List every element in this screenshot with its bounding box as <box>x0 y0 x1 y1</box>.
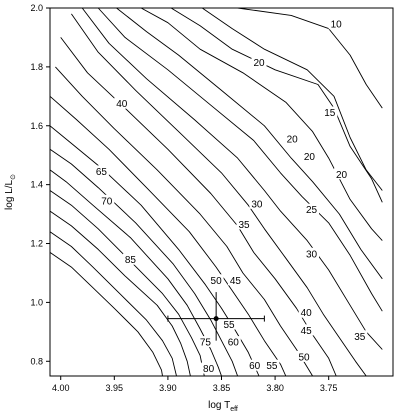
contour-label: 45 <box>301 326 313 337</box>
contour-label-bg <box>304 247 319 259</box>
contour-label: 20 <box>336 170 348 181</box>
contour-label: 80 <box>203 364 215 375</box>
contour-label: 40 <box>301 308 313 319</box>
contour-line-10 <box>55 66 313 377</box>
contour-label-bg <box>334 168 349 180</box>
contour-label: 10 <box>331 20 343 31</box>
x-axis-title: log Teff <box>208 400 238 413</box>
x-tick-label: 3.80 <box>266 383 284 393</box>
contour-label: 70 <box>101 196 113 207</box>
contour-label: 30 <box>306 249 318 260</box>
contour-label: 20 <box>253 58 265 69</box>
contour-line-2 <box>201 7 383 191</box>
x-axis-ticks: 4.00 3.95 3.90 3.85 3.80 3.75 <box>52 376 338 393</box>
contour-label-bg <box>301 150 317 162</box>
y-axis-ticks: 0.8 1.0 1.2 1.4 1.6 1.8 2.0 <box>30 3 50 366</box>
contour-label-bg <box>225 336 241 348</box>
contour-line-7 <box>81 7 383 350</box>
contour-line-1 <box>237 7 383 109</box>
contour-label-bg <box>251 56 267 68</box>
y-tick-label: 1.6 <box>30 121 43 131</box>
contour-line-14 <box>49 169 222 377</box>
contour-label: 35 <box>354 332 366 343</box>
contour-label: 55 <box>223 320 235 331</box>
y-tick-label: 0.8 <box>30 356 43 366</box>
contour-label-bg <box>264 359 280 371</box>
x-tick-label: 3.75 <box>320 383 338 393</box>
contour-label: 25 <box>306 205 318 216</box>
x-tick-label: 4.00 <box>52 383 70 393</box>
x-tick-label: 3.95 <box>106 383 124 393</box>
contour-label-bg <box>296 350 312 362</box>
contour-label-bg <box>328 18 344 30</box>
contour-line-18 <box>49 252 163 377</box>
y-tick-label: 1.0 <box>30 297 43 307</box>
contour-label: 50 <box>298 352 310 363</box>
contour-label: 35 <box>238 220 250 231</box>
contour-label: 65 <box>96 167 108 178</box>
contour-label-bg <box>352 330 368 342</box>
y-tick-label: 2.0 <box>30 3 43 13</box>
contour-label-bg <box>93 165 109 177</box>
contour-line-8 <box>71 13 367 377</box>
contour-label-bg <box>221 318 237 330</box>
contour-label-bg <box>201 362 217 374</box>
contour-label: 20 <box>304 152 316 163</box>
contour-label-bg <box>322 106 338 118</box>
contour-label-bg <box>249 197 265 209</box>
contour-line-17 <box>49 231 177 377</box>
x-axis-title-sub: eff <box>230 406 238 413</box>
contour-line-11 <box>49 95 287 377</box>
contour-line-13 <box>49 148 239 377</box>
contour-line-6 <box>97 7 383 312</box>
contour-label-bg <box>208 274 224 286</box>
contour-line-3 <box>170 7 383 203</box>
contour-lines <box>49 7 383 377</box>
contour-label: 20 <box>287 135 299 146</box>
contour-line-12 <box>49 125 260 377</box>
y-axis-title-main: log L/L <box>4 179 15 209</box>
contour-label: 45 <box>230 276 242 287</box>
contour-labels: 1015202020202530303535404045455050555560… <box>93 18 368 375</box>
contour-line-5 <box>116 7 383 280</box>
contour-label: 75 <box>200 338 212 349</box>
contour-label-bg <box>197 336 213 348</box>
contour-label-bg <box>247 359 263 371</box>
contour-label: 85 <box>125 255 137 266</box>
contour-label: 50 <box>211 276 223 287</box>
contour-label-bg <box>298 306 314 318</box>
contour-label: 60 <box>228 338 240 349</box>
x-tick-label: 3.85 <box>213 383 231 393</box>
y-axis-title-sub: ⊙ <box>10 174 17 180</box>
contour-label-bg <box>298 324 314 336</box>
y-tick-label: 1.4 <box>30 180 43 190</box>
contour-label-bg <box>227 274 243 286</box>
contour-label: 30 <box>251 199 263 210</box>
x-axis-title-main: log T <box>208 400 230 411</box>
data-point-with-error-bars <box>167 292 265 341</box>
y-axis-title: log L/L⊙ <box>4 174 17 210</box>
contour-line-15 <box>49 190 205 377</box>
y-tick-label: 1.8 <box>30 62 43 72</box>
contour-label-bg <box>304 203 319 215</box>
contour-label-bg <box>236 218 252 230</box>
contour-line-16 <box>49 210 191 377</box>
contour-label: 15 <box>324 108 336 119</box>
contour-label: 60 <box>249 361 261 372</box>
contour-label: 40 <box>116 99 128 110</box>
y-tick-label: 1.2 <box>30 239 43 249</box>
contour-label-bg <box>99 194 115 206</box>
contour-label: 55 <box>266 361 278 372</box>
contour-label-bg <box>114 97 130 109</box>
contour-label-bg <box>284 133 300 144</box>
x-tick-label: 3.90 <box>159 383 177 393</box>
contour-label-bg <box>122 253 138 265</box>
data-point <box>213 316 219 322</box>
contour-line-4 <box>140 7 383 241</box>
